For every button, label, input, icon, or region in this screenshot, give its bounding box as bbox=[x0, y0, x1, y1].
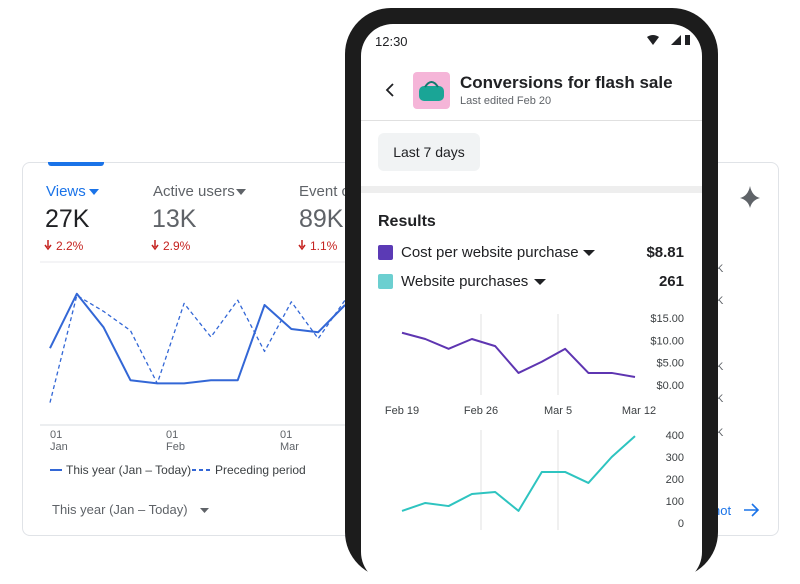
section-separator bbox=[361, 186, 702, 193]
legend-swatch bbox=[378, 274, 393, 289]
metric-change: 2.9% bbox=[163, 239, 191, 253]
summary-value: $8.81 bbox=[646, 244, 684, 261]
product-icon bbox=[413, 72, 450, 109]
metric-label[interactable]: Views bbox=[46, 183, 86, 200]
dropdown-icon bbox=[89, 189, 99, 195]
x-tick-label: Jan bbox=[50, 441, 68, 453]
divider bbox=[361, 120, 702, 121]
dropdown-icon[interactable] bbox=[583, 250, 595, 256]
x-tick-label: Mar 12 bbox=[622, 405, 656, 417]
data-line bbox=[49, 292, 346, 385]
metric-change: 1.1% bbox=[310, 239, 338, 253]
y-tick-label: 300 bbox=[666, 452, 684, 464]
legend-swatch bbox=[378, 245, 393, 260]
status-icons bbox=[647, 35, 690, 45]
date-range-chip[interactable]: Last 7 days bbox=[378, 133, 480, 171]
legend-label: Preceding period bbox=[215, 463, 306, 477]
back-button[interactable] bbox=[384, 82, 396, 98]
y-tick-label: $15.00 bbox=[650, 313, 684, 325]
axis-fragment: K bbox=[716, 427, 724, 439]
y-tick-label: 200 bbox=[666, 474, 684, 486]
down-arrows bbox=[44, 240, 306, 251]
data-line bbox=[49, 294, 346, 403]
x-tick-label: 01 bbox=[50, 429, 62, 441]
axis-fragment: K bbox=[716, 295, 724, 307]
y-tick-label: 400 bbox=[666, 430, 684, 442]
dropdown-icon bbox=[200, 508, 209, 513]
legend-label: Website purchases bbox=[401, 273, 529, 290]
x-tick-label: Feb bbox=[166, 441, 185, 453]
x-tick-label: Mar bbox=[280, 441, 299, 453]
phone-charts: $15.00 $10.00 $5.00 $0.00 Feb 19 Feb 26 Mar 5 M… bbox=[384, 250, 684, 530]
x-tick-label: 01 bbox=[280, 429, 292, 441]
axis-fragment: K bbox=[716, 393, 724, 405]
metric-label[interactable]: Event c bbox=[299, 183, 350, 200]
sparkle-icon bbox=[740, 186, 760, 208]
y-tick-label: 0 bbox=[678, 518, 684, 530]
period-selector[interactable]: This year (Jan – Today) bbox=[52, 502, 188, 517]
axis-fragment: K bbox=[716, 361, 724, 373]
section-title: Results bbox=[378, 213, 436, 230]
page-subtitle: Last edited Feb 20 bbox=[460, 95, 552, 107]
y-tick-label: 100 bbox=[666, 496, 684, 508]
metric-value: 27K bbox=[45, 205, 90, 233]
page: Views 27K 2.2% Active users 13K 2.9% Eve… bbox=[22, 8, 779, 578]
metric-value: 89K bbox=[299, 205, 344, 233]
data-line bbox=[401, 331, 636, 378]
dropdown-icon[interactable] bbox=[534, 279, 546, 285]
x-tick-label: 01 bbox=[166, 429, 178, 441]
y-tick-label: $0.00 bbox=[656, 380, 684, 392]
dropdown-icon bbox=[236, 189, 246, 195]
x-tick-label: Mar 5 bbox=[544, 405, 572, 417]
axis-fragment: K bbox=[716, 263, 724, 275]
y-tick-label: $10.00 bbox=[650, 335, 684, 347]
status-time: 12:30 bbox=[375, 34, 408, 49]
link-arrow bbox=[744, 503, 760, 517]
legend-label: This year (Jan – Today) bbox=[66, 463, 192, 477]
metric-label[interactable]: Active users bbox=[153, 183, 235, 200]
metric-value: 13K bbox=[152, 205, 197, 233]
summary-value: 261 bbox=[658, 273, 684, 290]
data-line bbox=[401, 435, 636, 512]
y-tick-label: $5.00 bbox=[656, 358, 684, 370]
metric-change: 2.2% bbox=[56, 239, 84, 253]
x-tick-label: Feb 19 bbox=[385, 405, 419, 417]
legend-label: Cost per website purchase bbox=[401, 244, 579, 261]
x-tick-label: Feb 26 bbox=[464, 405, 498, 417]
page-title: Conversions for flash sale bbox=[460, 73, 673, 92]
active-tab-indicator bbox=[48, 162, 104, 166]
